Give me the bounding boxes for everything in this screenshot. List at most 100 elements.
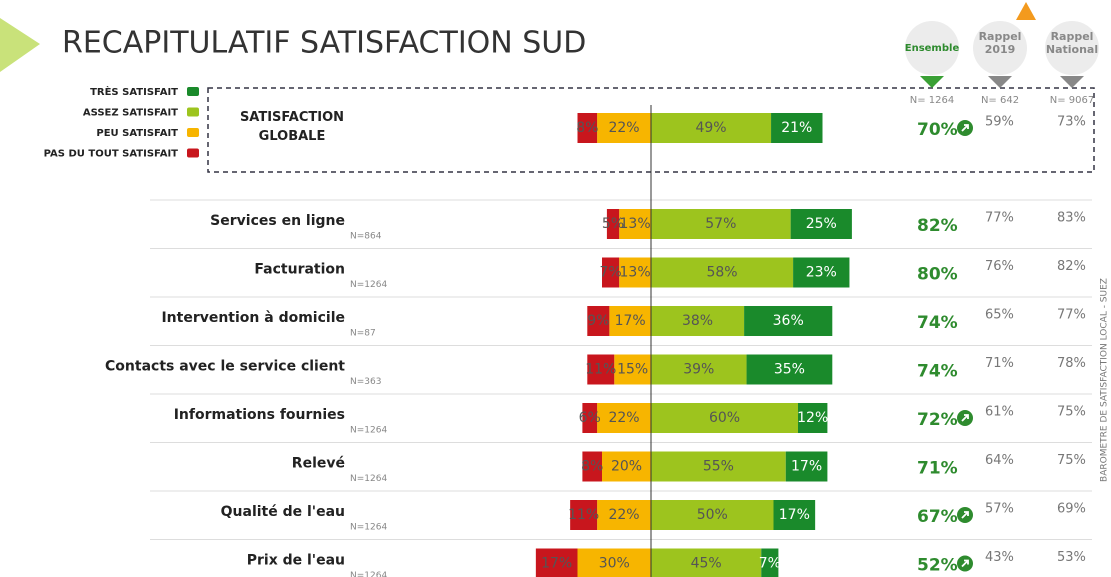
column-n: N= 9067	[1050, 95, 1095, 106]
bar-value-label: 38%	[682, 313, 713, 329]
row-n: N=864	[350, 232, 382, 242]
bar-value-label: 22%	[608, 120, 639, 136]
bar-value-label: 6%	[579, 410, 601, 426]
bar-segment	[535, 548, 578, 577]
legend-swatch	[187, 107, 199, 117]
column-value: 57%	[985, 502, 1014, 517]
column-header: Rappel National	[1045, 30, 1099, 56]
bar-value-label: 17%	[791, 459, 822, 475]
row-n: N=1264	[350, 280, 387, 290]
bar-segment	[798, 403, 828, 433]
legend-label: PEU SATISFAIT	[96, 128, 178, 139]
bar-segment	[597, 500, 651, 530]
bar-value-label: 22%	[608, 507, 639, 523]
column-value: 71%	[985, 356, 1014, 371]
row-label: Intervention à domicile	[161, 310, 345, 326]
trend-arrow-glyph	[961, 511, 969, 519]
bar-value-label: 25%	[806, 216, 837, 232]
bar-segment	[651, 306, 745, 336]
bar-value-label: 17%	[779, 507, 810, 523]
bar-segment	[790, 209, 852, 239]
bar-segment	[651, 113, 772, 143]
column-value: 76%	[985, 259, 1014, 274]
row-label: Facturation	[254, 262, 345, 278]
bar-value-label: 45%	[691, 556, 722, 572]
column-value: 71%	[917, 459, 958, 479]
bar-value-label: 39%	[683, 362, 714, 378]
bar-value-label: 11%	[585, 362, 616, 378]
column-value: 74%	[917, 362, 958, 382]
bar-value-label: 23%	[806, 265, 837, 281]
bar-segment	[602, 451, 651, 482]
trend-arrow-glyph	[961, 414, 969, 422]
column-value: 69%	[1057, 502, 1086, 517]
column-pointer	[1060, 76, 1084, 88]
chart-title: RECAPITULATIF SATISFACTION SUD	[62, 26, 586, 61]
bar-segment	[793, 257, 850, 288]
column-value: 80%	[917, 265, 958, 285]
bar-segment	[587, 306, 610, 336]
column-value: 82%	[917, 216, 958, 236]
bar-value-label: 13%	[620, 265, 651, 281]
column-badge	[1045, 21, 1099, 75]
row-n: N=1264	[350, 523, 387, 533]
column-value: 75%	[1057, 405, 1086, 420]
bar-value-label: 15%	[617, 362, 648, 378]
bar-value-label: 11%	[568, 507, 599, 523]
row-label: Contacts avec le service client	[105, 359, 345, 375]
bar-segment	[651, 500, 774, 530]
global-label: SATISFACTION GLOBALE	[239, 110, 345, 144]
row-label: Prix de l'eau	[247, 553, 345, 569]
bar-segment	[744, 306, 833, 336]
bar-value-label: 7%	[759, 556, 781, 572]
bar-value-label: 20%	[611, 459, 642, 475]
bar-segment	[597, 403, 651, 433]
bar-value-label: 50%	[697, 507, 728, 523]
bar-value-label: 8%	[576, 120, 598, 136]
column-value: 78%	[1057, 356, 1086, 371]
bar-value-label: 49%	[695, 120, 726, 136]
bar-value-label: 8%	[581, 459, 603, 475]
bar-value-label: 17%	[541, 556, 572, 572]
column-value: 65%	[985, 308, 1014, 323]
row-label: Relevé	[292, 456, 345, 472]
column-n: N= 1264	[910, 95, 955, 106]
column-value: 70%	[917, 120, 958, 140]
bar-segment	[651, 209, 791, 239]
bar-segment	[577, 113, 598, 143]
row-label: Informations fournies	[174, 407, 345, 423]
trend-arrow-glyph	[961, 124, 969, 132]
bar-segment	[582, 451, 602, 482]
column-value: 61%	[985, 405, 1014, 420]
bar-segment	[606, 209, 620, 239]
bar-segment	[614, 354, 651, 385]
bar-segment	[651, 548, 762, 577]
bar-value-label: 13%	[620, 216, 651, 232]
bar-segment	[651, 403, 798, 433]
trend-arrow-glyph	[961, 559, 969, 568]
bar-segment	[597, 113, 651, 143]
legend-label: TRÈS SATISFAIT	[90, 85, 178, 98]
legend-label: PAS DU TOUT SATISFAIT	[44, 149, 179, 160]
bar-segment	[570, 500, 598, 530]
bar-segment	[651, 354, 747, 385]
column-value: 83%	[1057, 211, 1086, 226]
row-label: Qualité de l'eau	[221, 504, 345, 520]
column-value: 67%	[917, 507, 958, 527]
row-label: Services en ligne	[210, 213, 345, 229]
warning-icon	[1016, 2, 1036, 20]
bar-value-label: 60%	[709, 410, 740, 426]
bar-value-label: 22%	[608, 410, 639, 426]
bar-value-label: 36%	[773, 313, 804, 329]
row-n: N=87	[350, 329, 376, 339]
column-badge	[905, 21, 959, 75]
bar-segment	[582, 403, 598, 433]
column-n: N= 642	[981, 95, 1019, 106]
side-note: BAROMETRE DE SATISFACTION LOCAL - SUEZ	[1100, 278, 1110, 482]
row-n: N=1264	[350, 571, 387, 577]
legend-swatch	[187, 148, 199, 158]
corner-accent	[0, 18, 40, 72]
legend-label: ASSEZ SATISFAIT	[83, 108, 178, 119]
